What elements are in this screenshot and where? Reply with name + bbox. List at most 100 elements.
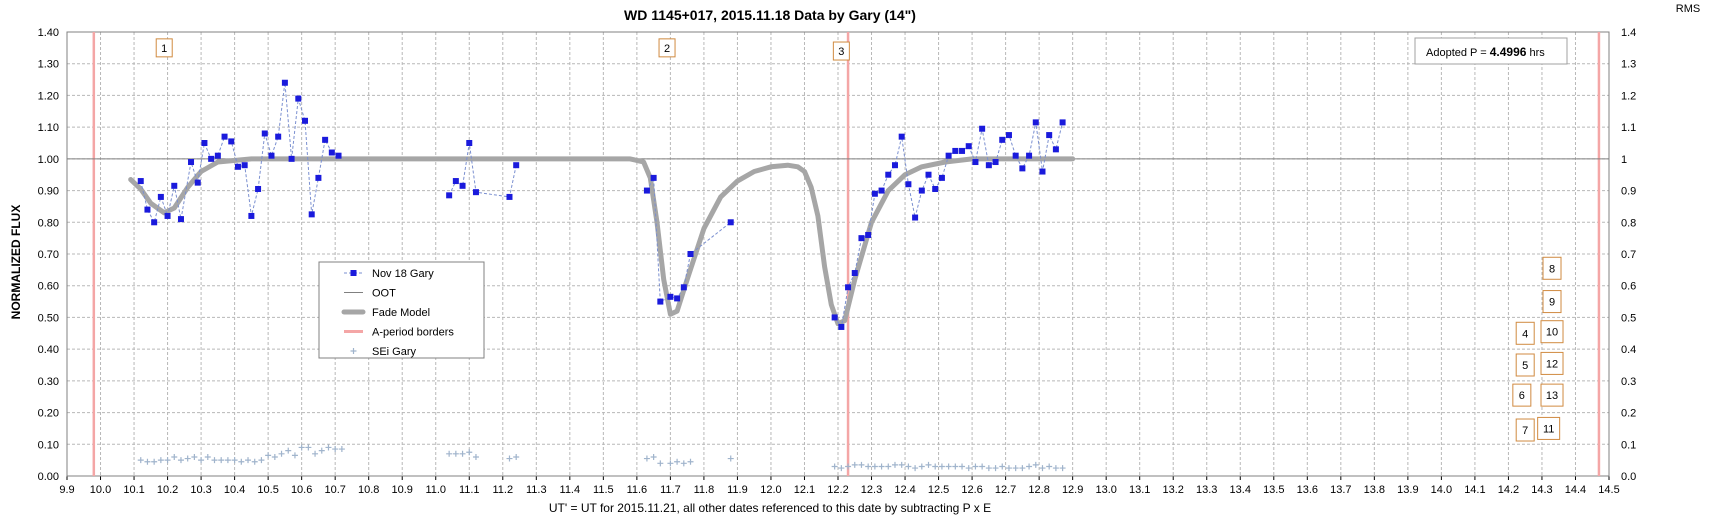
dip-labels: 1 2 3	[155, 38, 850, 61]
annotation-suffix: hrs	[1526, 47, 1545, 59]
x-tick-label: 12.9	[1062, 484, 1083, 496]
sei-point	[918, 463, 925, 470]
x-tick-label: 11.8	[694, 484, 715, 496]
data-point	[472, 189, 479, 196]
sei-point	[845, 463, 852, 470]
sei-point	[513, 453, 520, 460]
data-point	[1026, 152, 1033, 159]
y2-tick-label: 1.4	[1621, 27, 1636, 39]
x-tick-label: 11.3	[526, 484, 547, 496]
plot-frame	[66, 31, 1610, 477]
data-point	[452, 178, 459, 185]
y-tick-label: 0.80	[38, 217, 59, 229]
side-box-text: 4	[1522, 328, 1528, 340]
side-box-text: 5	[1522, 360, 1528, 372]
x-tick-label: 13.9	[1397, 484, 1418, 496]
sei-point	[312, 450, 319, 457]
data-point	[952, 147, 959, 154]
sei-point	[898, 461, 905, 468]
sei-point	[265, 452, 272, 459]
data-point	[885, 171, 892, 178]
data-point	[144, 206, 151, 213]
sei-point	[157, 457, 164, 464]
x-tick-label: 9.9	[59, 484, 74, 496]
x-tick-labels: 9.9 10.0 10.1 10.2 10.3 10.4 10.5 10.6 10.7 10.8 1…	[59, 484, 1619, 496]
data-point	[918, 187, 925, 194]
sei-point	[650, 453, 657, 460]
side-box: 10	[1540, 320, 1564, 344]
data-point	[288, 155, 295, 162]
side-box-text: 7	[1522, 425, 1528, 437]
x-tick-label: 10.7	[324, 484, 345, 496]
data-point	[1032, 119, 1039, 126]
sei-point	[1012, 465, 1019, 472]
side-box: 12	[1540, 351, 1564, 375]
sei-point	[1005, 465, 1012, 472]
svg-text:Adopted P = 4.4996 hrs: Adopted P = 4.4996 hrs	[1426, 45, 1545, 59]
y-tick-label: 1.10	[38, 122, 59, 134]
data-point	[932, 185, 939, 192]
fade-model-series	[128, 156, 1076, 327]
y-tick-label: 1.00	[38, 154, 59, 166]
x-tick-label: 13.8	[1364, 484, 1385, 496]
dip-label-text: 1	[161, 43, 167, 55]
sei-point	[838, 465, 845, 472]
sei-point	[972, 463, 979, 470]
sei-point	[965, 465, 972, 472]
data-point	[221, 133, 228, 140]
data-point	[281, 79, 288, 86]
side-box: 13	[1540, 383, 1564, 407]
data-point	[643, 187, 650, 194]
x-tick-label: 12.6	[961, 484, 982, 496]
data-point	[865, 231, 872, 238]
data-point	[268, 152, 275, 159]
y-axis-label: NORMALIZED FLUX	[9, 205, 23, 320]
x-tick-label: 10.6	[291, 484, 312, 496]
side-boxes: 8 9 4 10 5 12 6 13 7 11	[1512, 256, 1564, 442]
sei-point	[680, 460, 687, 467]
data-point	[315, 174, 322, 181]
x-tick-label: 13.4	[1230, 484, 1251, 496]
x-tick-label: 13.6	[1297, 484, 1318, 496]
data-point	[838, 323, 845, 330]
data-point	[308, 211, 315, 218]
fade-model-line	[128, 156, 1076, 327]
y2-axis-label: RMS	[1676, 3, 1700, 15]
sei-point	[305, 444, 312, 451]
sei-point	[1039, 465, 1046, 472]
annotation-prefix: Adopted P =	[1426, 47, 1490, 59]
sei-point	[657, 460, 664, 467]
sei-point	[151, 458, 158, 465]
dip-label-box: 2	[658, 38, 676, 58]
x-tick-label: 12.4	[894, 484, 915, 496]
data-point	[164, 212, 171, 219]
sei-point	[466, 449, 473, 456]
data-point	[667, 293, 674, 300]
data-point	[335, 152, 342, 159]
legend: Nov 18 Gary OOT Fade Model A-period borders…	[318, 261, 485, 359]
data-point	[891, 162, 898, 169]
y2-tick-label: 0.7	[1621, 249, 1636, 261]
sei-point	[271, 453, 278, 460]
data-point	[328, 149, 335, 156]
sei-point	[184, 455, 191, 462]
sei-point	[298, 444, 305, 451]
data-point	[979, 125, 986, 132]
x-tick-label: 10.8	[358, 484, 379, 496]
data-point	[177, 216, 184, 223]
data-point	[228, 138, 235, 145]
data-point	[1059, 119, 1066, 126]
sei-point	[1032, 461, 1039, 468]
sei-point	[1046, 463, 1053, 470]
sei-point	[452, 450, 459, 457]
x-tick-label: 12.7	[995, 484, 1016, 496]
data-point	[965, 143, 972, 150]
data-point	[1012, 152, 1019, 159]
y-tick-label: 0.20	[38, 408, 59, 420]
data-point	[137, 178, 144, 185]
sei-point	[332, 446, 339, 453]
sei-point	[144, 458, 151, 465]
legend-label: Nov 18 Gary	[372, 268, 434, 280]
data-point	[188, 159, 195, 166]
data-point	[1052, 146, 1059, 153]
